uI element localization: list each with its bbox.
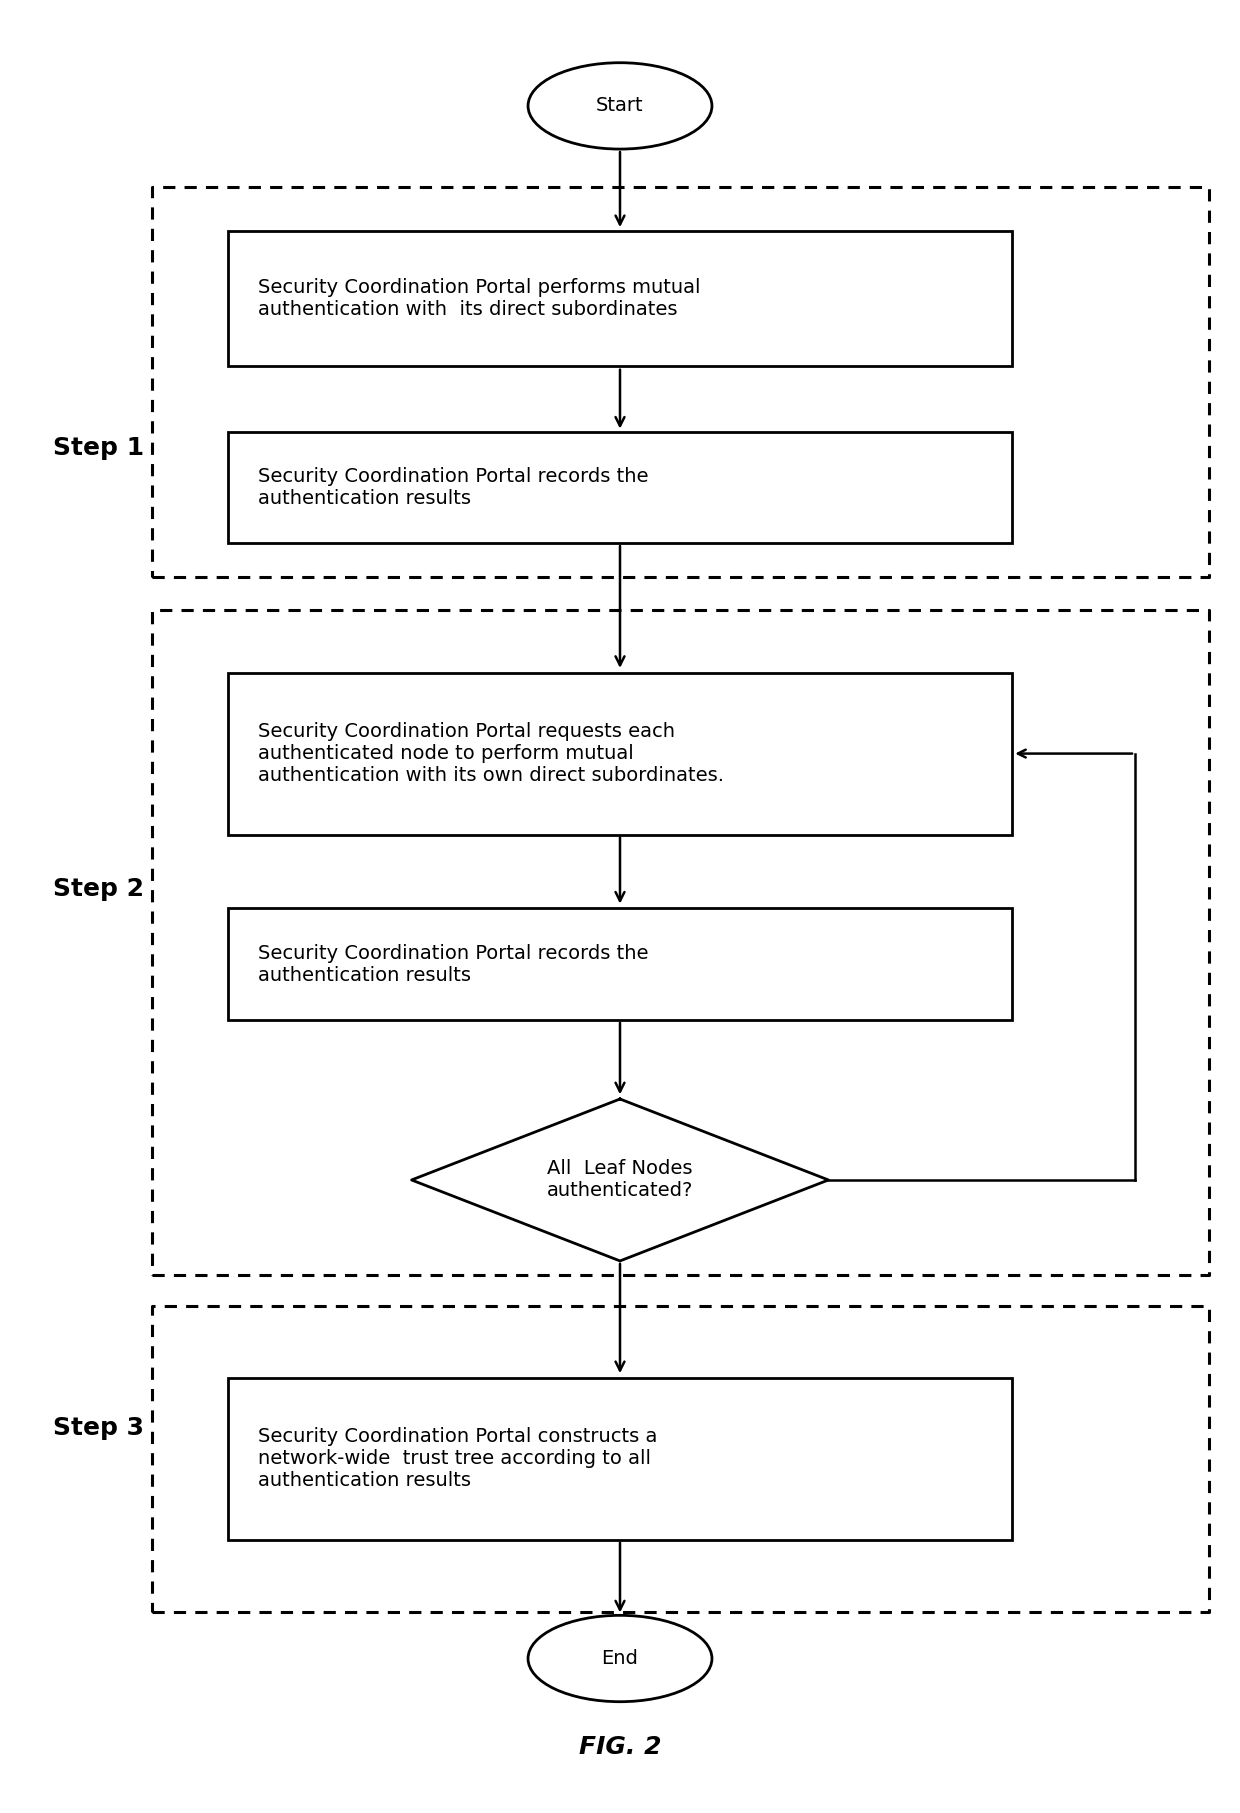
Text: All  Leaf Nodes
authenticated?: All Leaf Nodes authenticated? (547, 1160, 693, 1200)
FancyBboxPatch shape (228, 230, 1012, 366)
FancyBboxPatch shape (228, 908, 1012, 1021)
Text: Start: Start (596, 96, 644, 116)
Text: Security Coordination Portal performs mutual
authentication with  its direct sub: Security Coordination Portal performs mu… (258, 277, 701, 319)
Text: Step 1: Step 1 (53, 435, 145, 461)
Text: Step 2: Step 2 (53, 876, 144, 901)
Ellipse shape (528, 63, 712, 149)
Text: Security Coordination Portal constructs a
network-wide  trust tree according to : Security Coordination Portal constructs … (258, 1427, 657, 1490)
FancyBboxPatch shape (228, 1378, 1012, 1539)
FancyBboxPatch shape (228, 673, 1012, 834)
Ellipse shape (528, 1615, 712, 1702)
Text: Security Coordination Portal records the
authentication results: Security Coordination Portal records the… (258, 466, 649, 508)
Polygon shape (412, 1099, 828, 1260)
Text: FIG. 2: FIG. 2 (579, 1735, 661, 1759)
FancyBboxPatch shape (228, 431, 1012, 544)
Text: Security Coordination Portal requests each
authenticated node to perform mutual
: Security Coordination Portal requests ea… (258, 722, 724, 785)
Text: Step 3: Step 3 (53, 1416, 144, 1440)
Text: Security Coordination Portal records the
authentication results: Security Coordination Portal records the… (258, 943, 649, 984)
Text: End: End (601, 1650, 639, 1668)
